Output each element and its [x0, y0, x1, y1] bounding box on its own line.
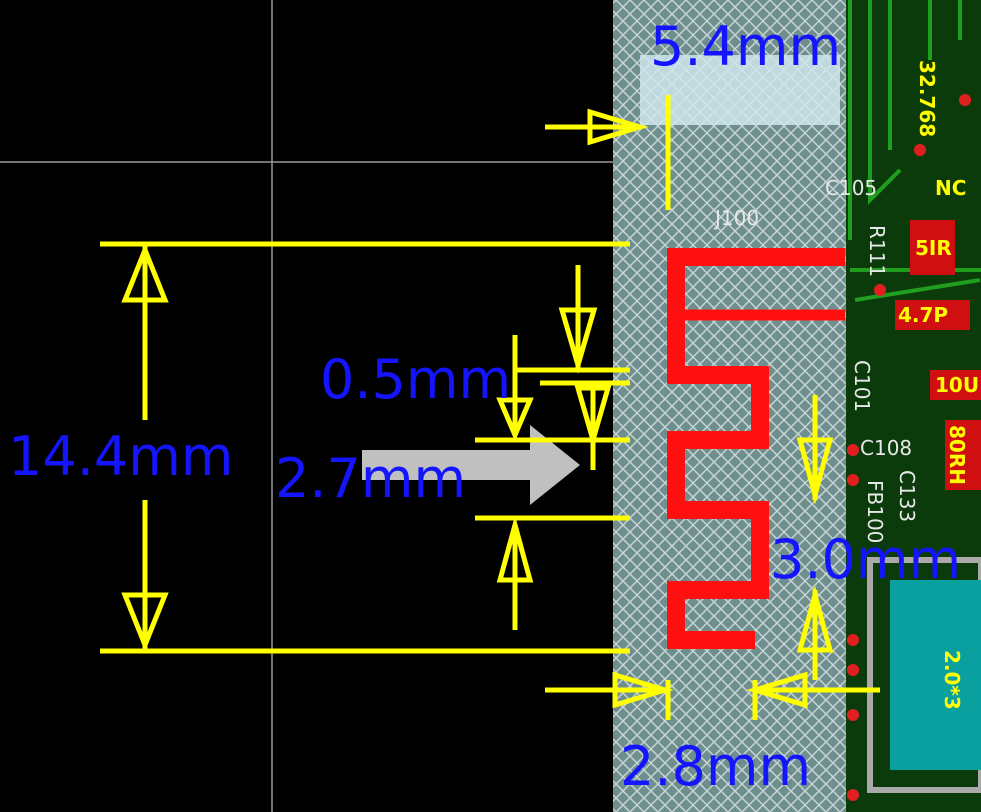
component	[895, 300, 970, 330]
dimension-label: 0.5mm	[320, 348, 511, 411]
dimension-label: 3.0mm	[770, 528, 961, 591]
vias	[847, 94, 971, 801]
designator: FB100	[863, 480, 887, 543]
connector-pad	[890, 580, 981, 770]
component	[930, 370, 981, 400]
designator: R111	[865, 225, 889, 277]
component	[945, 420, 981, 490]
designator: C101	[850, 360, 874, 412]
component-value: 10U	[935, 373, 979, 397]
dimension-label: 5.4mm	[650, 15, 841, 78]
dimension-lines	[100, 95, 880, 720]
pointer-arrow	[362, 425, 580, 505]
designator: C133	[895, 470, 919, 522]
dimension-label: 14.4mm	[8, 425, 233, 488]
designator: C108	[860, 436, 912, 460]
component-value: 2.0*3	[940, 650, 964, 710]
component-value: 4.7P	[898, 303, 948, 327]
component-value: 5IR	[915, 236, 952, 260]
component	[910, 220, 955, 275]
designator: J100	[713, 206, 759, 230]
component-value: 80RH	[945, 425, 969, 485]
pad-area	[640, 55, 840, 125]
connector-outline	[867, 557, 981, 793]
dimension-label: 2.7mm	[275, 447, 466, 510]
component-value: 32.768	[915, 60, 939, 137]
component-value: NC	[935, 176, 966, 200]
antenna-trace	[667, 248, 845, 649]
designator: C105	[825, 176, 877, 200]
dimension-label: 2.8mm	[620, 735, 811, 798]
